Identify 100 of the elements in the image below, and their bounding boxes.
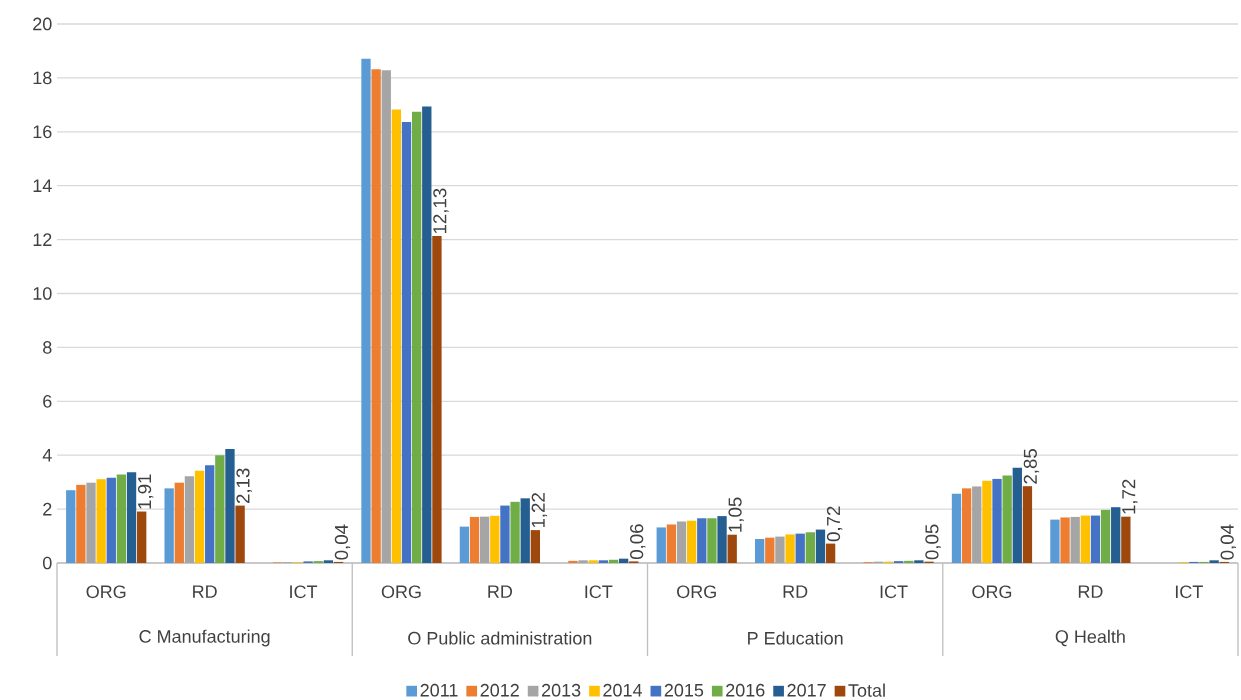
bar: [717, 516, 727, 563]
bar: [86, 482, 96, 563]
legend-label: 2013: [541, 683, 581, 697]
bar: [686, 520, 697, 563]
y-tick-label: 16: [33, 125, 52, 139]
data-label: 2,13: [236, 468, 252, 504]
y-tick-label: 10: [33, 287, 52, 300]
bar: [961, 488, 972, 563]
legend-label: 2015: [664, 683, 704, 697]
x-tick-label: ORG: [86, 585, 126, 599]
bar: [727, 534, 737, 563]
bar: [707, 518, 717, 563]
legend-label: Total: [848, 683, 885, 697]
x-tick-label: ICT: [1175, 585, 1203, 599]
bar: [469, 516, 480, 563]
y-tick-label: 6: [43, 394, 52, 408]
bar: [520, 498, 530, 563]
bar: [381, 70, 391, 563]
data-label: 2,85: [1023, 449, 1040, 484]
bar: [510, 501, 520, 563]
bar: [371, 69, 381, 563]
data-label: 1,72: [1122, 479, 1138, 514]
bar: [666, 524, 677, 563]
bar: [1050, 519, 1060, 563]
bar: [765, 537, 775, 563]
bar: [137, 511, 147, 563]
bar: [951, 493, 962, 563]
bar: [432, 236, 442, 563]
bar: [1060, 517, 1070, 563]
bar: [825, 543, 836, 563]
bar: [1080, 515, 1090, 563]
bar: [1070, 516, 1080, 563]
bar: [755, 539, 765, 563]
bar: [205, 465, 215, 563]
bar: [608, 559, 619, 563]
bar: [530, 530, 541, 563]
text: O Public administration: [408, 631, 592, 645]
bar: [422, 106, 432, 563]
bar: [126, 472, 137, 563]
y-tick-label: 18: [33, 71, 52, 85]
x-tick-label: ICT: [880, 585, 908, 599]
bar: [568, 560, 578, 563]
x-tick-label: ICT: [290, 585, 318, 599]
data-label: 0,04: [334, 524, 351, 560]
bar: [795, 533, 805, 563]
bar: [235, 505, 245, 563]
legend-label: 2016: [726, 683, 765, 697]
legend-label: 2012: [480, 683, 519, 697]
bar: [578, 560, 588, 563]
legend-label: 2014: [603, 683, 642, 697]
bar: [1012, 467, 1022, 563]
x-tick-label: RD: [488, 585, 513, 598]
x-tick-label: RD: [193, 585, 217, 598]
bar: [323, 560, 334, 563]
text: C Manufacturing: [139, 629, 270, 647]
data-label: 1,05: [728, 497, 744, 532]
bar: [391, 109, 402, 563]
data-label: 1,22: [531, 493, 548, 528]
y-tick-label: 20: [33, 17, 52, 31]
bar: [914, 560, 924, 563]
bar: [490, 515, 500, 563]
bar: [184, 476, 195, 563]
bar: [1022, 486, 1033, 563]
y-tick-label: 2: [43, 502, 52, 516]
y-tick-label: 0: [42, 556, 52, 570]
bar: [588, 560, 598, 563]
bar: [992, 478, 1002, 563]
data-label: 0,06: [630, 524, 646, 560]
bar: [805, 532, 815, 563]
bar: [982, 480, 992, 563]
y-tick-label: 14: [33, 179, 52, 192]
bar: [225, 449, 235, 563]
bar: [618, 558, 629, 563]
bar: [656, 527, 666, 563]
legend-label: 2017: [787, 683, 826, 697]
bar: [164, 488, 174, 563]
data-label: 0,04: [1220, 524, 1236, 560]
bar: [1002, 475, 1012, 563]
bar: [66, 490, 76, 563]
bar: [1111, 507, 1121, 563]
bar: [785, 534, 795, 563]
bar: [412, 111, 422, 563]
text: P Education: [748, 631, 843, 645]
bar: [815, 529, 826, 563]
x-tick-label: ORG: [381, 585, 421, 599]
x-tick-label: ORG: [677, 585, 716, 599]
bar: [676, 521, 687, 563]
bar: [1100, 509, 1111, 563]
x-tick-label: ORG: [972, 585, 1012, 599]
bar: [500, 505, 510, 563]
bar: [215, 455, 225, 563]
bar: [775, 536, 785, 563]
y-tick-label: 12: [33, 233, 52, 246]
bar: [106, 477, 116, 563]
data-label: 0,05: [925, 524, 941, 560]
bar: [361, 58, 371, 563]
bar: [1121, 516, 1131, 563]
x-tick-label: ICT: [585, 585, 613, 599]
bar: [76, 484, 86, 563]
bar: [480, 516, 490, 563]
